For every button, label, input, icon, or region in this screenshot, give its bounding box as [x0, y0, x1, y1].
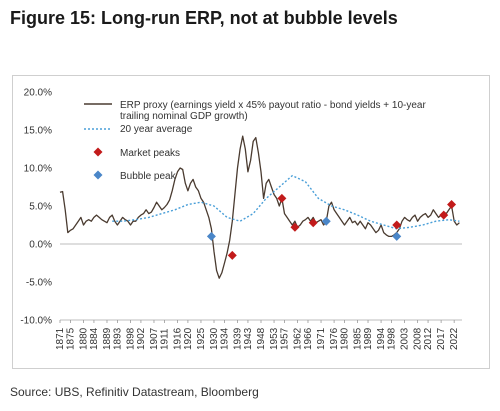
- y-tick-label: 0.0%: [29, 240, 52, 251]
- x-tick-label: 1971: [316, 327, 327, 350]
- figure-title: Figure 15: Long-run ERP, not at bubble l…: [10, 8, 398, 28]
- source-note: Source: UBS, Refinitiv Datastream, Bloom…: [10, 385, 259, 399]
- x-tick-label: 1916: [172, 327, 183, 350]
- market-peak-marker: [290, 222, 300, 232]
- x-tick-label: 1893: [112, 327, 123, 350]
- chart-frame: [12, 75, 490, 369]
- x-tick-label: 1889: [102, 327, 113, 350]
- x-tick-label: 1998: [387, 327, 398, 350]
- x-tick-label: 1871: [55, 327, 66, 350]
- x-tick-label: 1880: [78, 327, 89, 350]
- x-tick-label: 1875: [65, 327, 76, 350]
- x-tick-label: 1907: [149, 327, 160, 350]
- x-tick-label: 1994: [376, 327, 387, 350]
- bubble-peak-marker: [321, 216, 331, 226]
- x-tick-label: 1989: [363, 327, 374, 350]
- x-tick-label: 1957: [279, 327, 290, 350]
- market-peak-marker: [447, 199, 457, 209]
- x-tick-label: 1911: [159, 328, 170, 350]
- market-peak-marker: [392, 220, 402, 230]
- legend-bubble-peak-swatch: [93, 170, 103, 180]
- x-tick-label: 1884: [89, 327, 100, 350]
- legend-market-peaks-swatch: [93, 147, 103, 157]
- y-tick-label: 5.0%: [29, 202, 52, 213]
- twenty-year-average-line: [112, 174, 460, 230]
- x-tick-label: 1943: [243, 327, 254, 350]
- x-tick-label: 2012: [423, 327, 434, 350]
- x-tick-label: 1930: [209, 327, 220, 350]
- x-tick-label: 1925: [196, 327, 207, 350]
- legend-market-peaks-label: Market peaks: [120, 148, 180, 159]
- x-tick-label: 2017: [436, 327, 447, 350]
- market-peak-marker: [308, 218, 318, 228]
- erp-proxy-series-line: [59, 135, 460, 279]
- x-tick-label: 1920: [183, 327, 194, 350]
- x-tick-label: 1902: [136, 327, 147, 350]
- x-tick-label: 2008: [413, 327, 424, 350]
- x-tick-label: 1898: [125, 327, 136, 350]
- y-tick-label: 15.0%: [24, 126, 52, 137]
- y-tick-label: 20.0%: [24, 88, 52, 99]
- legend-bubble-peak-label: Bubble peak: [120, 171, 177, 182]
- x-tick-label: 1962: [293, 327, 304, 350]
- y-tick-label: 10.0%: [24, 164, 52, 175]
- x-tick-label: 1934: [219, 327, 230, 350]
- market-peak-marker: [439, 210, 449, 220]
- y-tick-label: -5.0%: [26, 278, 52, 289]
- x-tick-label: 1939: [233, 327, 244, 350]
- y-tick-label: -10.0%: [20, 316, 52, 327]
- market-peak-marker: [227, 250, 237, 260]
- bubble-peak-marker: [392, 231, 402, 241]
- x-tick-label: 1953: [269, 327, 280, 350]
- x-tick-label: 1976: [329, 327, 340, 350]
- x-tick-label: 1980: [340, 327, 351, 350]
- x-tick-label: 1985: [353, 327, 364, 350]
- legend-erp-label: ERP proxy (earnings yield x 45% payout r…: [120, 100, 426, 122]
- bubble-peak-marker: [206, 231, 216, 241]
- market-peak-marker: [277, 193, 287, 203]
- x-tick-label: 2022: [449, 327, 460, 350]
- x-tick-label: 1948: [256, 327, 267, 350]
- x-tick-label: 2003: [400, 327, 411, 350]
- legend-average-label: 20 year average: [120, 124, 193, 135]
- x-tick-label: 1966: [303, 327, 314, 350]
